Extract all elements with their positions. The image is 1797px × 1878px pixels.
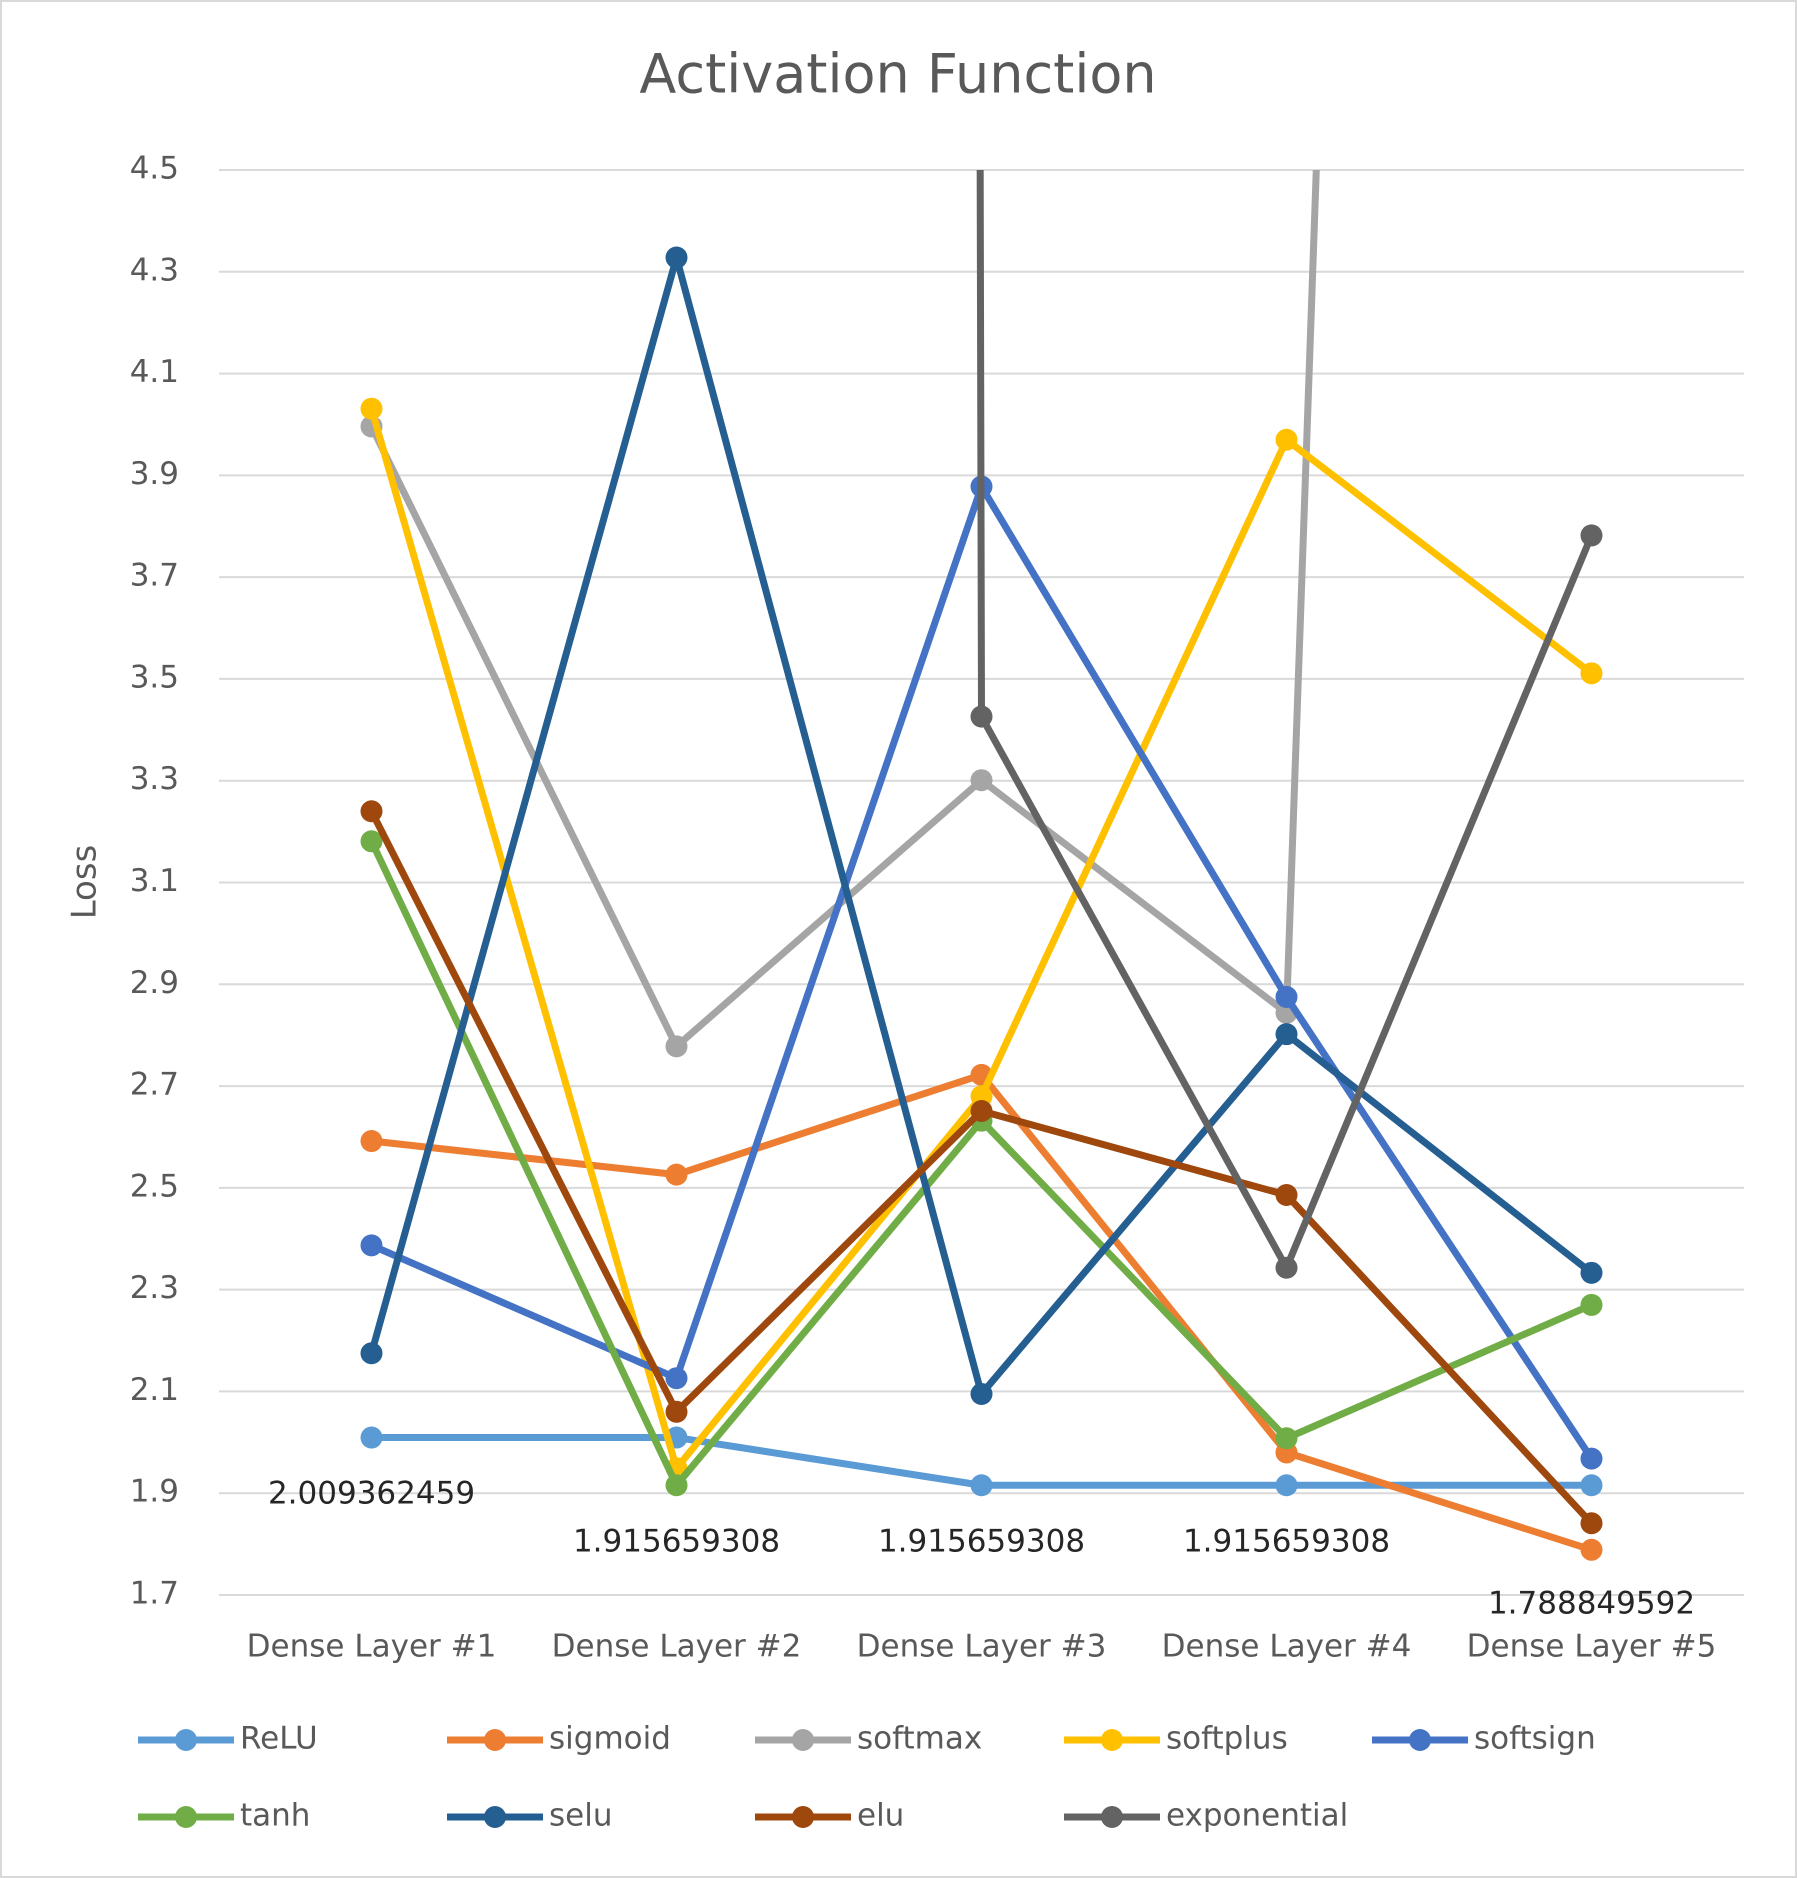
legend-label: softplus xyxy=(1166,1721,1288,1757)
x-tick-label: Dense Layer #1 xyxy=(247,1629,497,1665)
legend-label: exponential xyxy=(1166,1798,1348,1834)
y-axis-title: Loss xyxy=(65,845,105,920)
legend-label: sigmoid xyxy=(549,1721,671,1757)
legend-marker xyxy=(792,1729,814,1751)
y-tick-label: 4.5 xyxy=(130,151,179,187)
data-point xyxy=(1580,1447,1603,1470)
annotation: 1.915659308 xyxy=(878,1524,1085,1560)
x-tick-label: Dense Layer #5 xyxy=(1467,1629,1717,1665)
data-point xyxy=(1275,1023,1298,1046)
data-point xyxy=(1580,524,1603,547)
data-point xyxy=(1275,1256,1298,1279)
data-point xyxy=(970,705,993,728)
legend-label: selu xyxy=(549,1798,612,1834)
legend-label: tanh xyxy=(240,1798,310,1834)
x-tick-label: Dense Layer #4 xyxy=(1162,1629,1412,1665)
x-tick-label: Dense Layer #2 xyxy=(552,1629,802,1665)
data-point xyxy=(970,1382,993,1405)
y-tick-label: 4.3 xyxy=(130,252,179,288)
data-point xyxy=(1275,1183,1298,1206)
y-tick-label: 3.5 xyxy=(130,659,179,695)
data-point xyxy=(665,1474,688,1497)
y-tick-label: 3.7 xyxy=(130,558,179,594)
legend-marker xyxy=(175,1806,197,1828)
legend-marker xyxy=(1101,1806,1123,1828)
annotation: 1.915659308 xyxy=(1183,1524,1390,1560)
legend-label: softmax xyxy=(857,1721,982,1757)
data-point xyxy=(360,800,383,823)
y-tick-label: 1.7 xyxy=(130,1576,179,1612)
legend-label: softsign xyxy=(1474,1721,1596,1757)
data-point xyxy=(360,830,383,853)
y-tick-label: 4.1 xyxy=(130,354,179,390)
y-tick-label: 3.9 xyxy=(130,456,179,492)
y-tick-label: 2.1 xyxy=(130,1372,179,1408)
data-point xyxy=(970,1100,993,1123)
plot-area xyxy=(360,170,1603,1561)
data-point xyxy=(1580,1538,1603,1561)
legend-marker xyxy=(484,1806,506,1828)
legend-marker xyxy=(792,1806,814,1828)
annotation: 1.915659308 xyxy=(573,1524,780,1560)
legend-marker xyxy=(1101,1729,1123,1751)
y-tick-label: 2.9 xyxy=(130,965,179,1001)
x-tick-label: Dense Layer #3 xyxy=(857,1629,1107,1665)
legend-label: elu xyxy=(857,1798,904,1834)
data-point xyxy=(1580,1261,1603,1284)
data-point xyxy=(665,1163,688,1186)
legend-marker xyxy=(484,1729,506,1751)
y-tick-label: 3.3 xyxy=(130,761,179,797)
data-point xyxy=(360,1234,383,1257)
y-tick-label: 2.7 xyxy=(130,1067,179,1103)
data-point xyxy=(1275,428,1298,451)
data-point xyxy=(360,397,383,420)
y-tick-label: 3.1 xyxy=(130,863,179,899)
legend-label: ReLU xyxy=(240,1721,318,1757)
annotation: 2.009362459 xyxy=(268,1476,475,1512)
data-point xyxy=(1275,1474,1298,1497)
data-point xyxy=(970,769,993,792)
data-point xyxy=(1580,1293,1603,1316)
data-point xyxy=(1580,662,1603,685)
legend-marker xyxy=(175,1729,197,1751)
data-point xyxy=(970,1474,993,1497)
data-point xyxy=(1580,1512,1603,1535)
data-point xyxy=(665,1035,688,1058)
data-point xyxy=(360,1426,383,1449)
y-tick-label: 1.9 xyxy=(130,1474,179,1510)
chart-title: Activation Function xyxy=(639,43,1156,106)
data-point xyxy=(360,1130,383,1153)
data-point xyxy=(665,1367,688,1390)
legend-marker xyxy=(1409,1729,1431,1751)
data-point xyxy=(665,246,688,269)
data-point xyxy=(1275,986,1298,1009)
y-tick-label: 2.3 xyxy=(130,1270,179,1306)
data-point xyxy=(1580,1474,1603,1497)
data-point xyxy=(360,1342,383,1365)
annotation: 1.788849592 xyxy=(1488,1586,1695,1622)
data-point xyxy=(1275,1427,1298,1450)
y-tick-label: 2.5 xyxy=(130,1168,179,1204)
data-point xyxy=(665,1400,688,1423)
